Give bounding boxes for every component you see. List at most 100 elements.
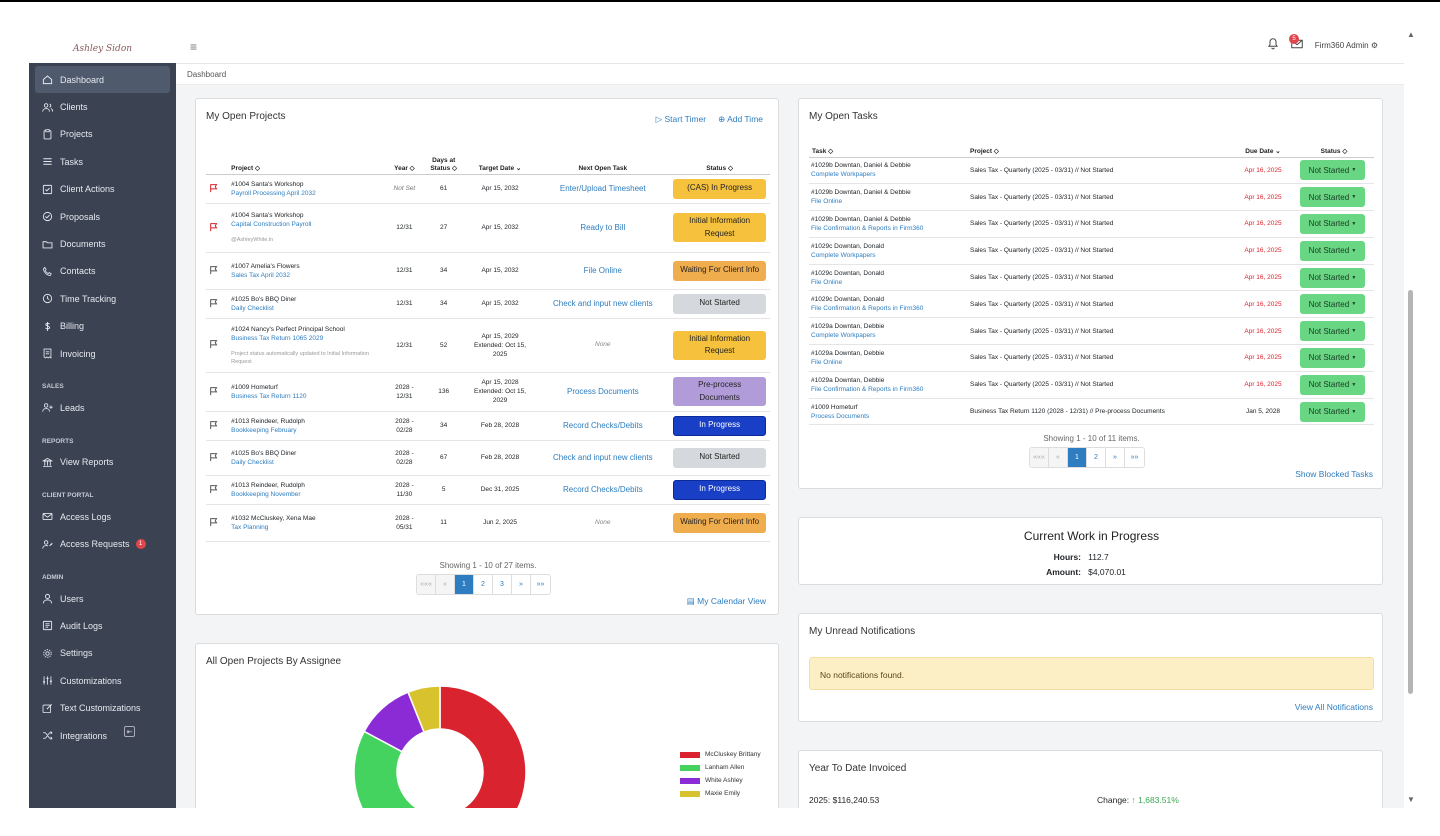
add-time-link[interactable]: ⊕ Add Time — [718, 114, 763, 125]
task-status-dropdown[interactable]: Not Started ▼ — [1300, 401, 1365, 422]
sidebar-item-tasks[interactable]: Tasks — [29, 148, 176, 175]
task-status-dropdown[interactable]: Not Started ▼ — [1300, 213, 1365, 234]
task-link[interactable]: File Online — [811, 358, 843, 366]
bell-icon[interactable] — [1267, 38, 1279, 52]
next-open-task[interactable]: Enter/Upload Timesheet — [536, 174, 670, 204]
flag-cell[interactable] — [206, 203, 229, 253]
start-timer-link[interactable]: ▷ Start Timer — [656, 114, 706, 125]
task-link[interactable]: File Confirmation & Reports in Firm360 — [811, 385, 924, 393]
page-scrollbar[interactable]: ▲ ▼ — [1404, 28, 1418, 808]
task-status-dropdown[interactable]: Not Started ▼ — [1300, 160, 1365, 181]
project-status-badge[interactable]: In Progress — [673, 415, 766, 436]
project-status-badge[interactable]: Initial Information Request — [673, 330, 766, 360]
col-status[interactable]: Status ◇ — [669, 141, 770, 175]
project-status-badge[interactable]: Waiting For Client Info — [673, 512, 766, 533]
next-open-task[interactable]: Record Checks/Debits — [536, 475, 670, 505]
project-link[interactable]: Payroll Processing April 2032 — [231, 189, 316, 197]
sidebar-item-projects[interactable]: Projects — [29, 121, 176, 148]
col-year[interactable]: Year ◇ — [385, 141, 424, 175]
task-link[interactable]: File Confirmation & Reports in Firm360 — [811, 224, 924, 232]
col-target-date[interactable]: Target Date ⌄ — [463, 141, 537, 175]
project-link[interactable]: Sales Tax April 2032 — [231, 271, 290, 279]
last-page-button[interactable]: »» — [1125, 448, 1144, 467]
col-due-date[interactable]: Due Date ⌄ — [1232, 141, 1294, 158]
project-status-badge[interactable]: Pre-process Documents — [673, 377, 766, 406]
first-page-button[interactable]: ««« — [1030, 448, 1049, 467]
page-2-button[interactable]: 2 — [1087, 448, 1106, 467]
last-page-button[interactable]: »» — [531, 575, 550, 594]
next-open-task[interactable]: Check and input new clients — [536, 440, 670, 476]
donut-slice-mccluskey-brittany[interactable] — [426, 685, 527, 814]
sidebar-item-time-tracking[interactable]: Time Tracking — [29, 285, 176, 312]
flag-cell[interactable] — [206, 289, 229, 319]
project-link[interactable]: Bookkeeping February — [231, 426, 297, 434]
sidebar-item-access-requests[interactable]: Access Requests 1 — [29, 530, 176, 557]
task-status-dropdown[interactable]: Not Started ▼ — [1300, 240, 1365, 261]
task-status-dropdown[interactable]: Not Started ▼ — [1300, 374, 1365, 395]
donut-slice-lanham-allen[interactable] — [353, 730, 435, 814]
project-link[interactable]: Capital Construction Payroll — [231, 221, 312, 228]
next-open-task[interactable]: File Online — [536, 252, 670, 290]
project-status-badge[interactable]: (CAS) In Progress — [673, 178, 766, 199]
first-page-button[interactable]: ««« — [417, 575, 436, 594]
flag-cell[interactable] — [206, 504, 229, 542]
sidebar-item-text-customizations[interactable]: Text Customizations — [29, 694, 176, 721]
col-task[interactable]: Task ◇ — [809, 141, 967, 158]
task-status-dropdown[interactable]: Not Started ▼ — [1300, 267, 1365, 288]
show-blocked-tasks-link[interactable]: Show Blocked Tasks — [1295, 469, 1373, 479]
task-status-dropdown[interactable]: Not Started ▼ — [1300, 347, 1365, 368]
col-status[interactable]: Status ◇ — [1294, 141, 1374, 158]
project-link[interactable]: Daily Checklist — [231, 458, 274, 466]
sidebar-item-settings[interactable]: Settings — [29, 640, 176, 667]
project-link[interactable]: Business Tax Return 1065 2029 — [231, 334, 324, 342]
col-project[interactable]: Project ◇ — [967, 141, 1232, 158]
sidebar-item-users[interactable]: Users — [29, 585, 176, 612]
sidebar-item-invoicing[interactable]: Invoicing — [29, 340, 176, 367]
page-2-button[interactable]: 2 — [474, 575, 493, 594]
task-link[interactable]: Complete Workpapers — [811, 332, 876, 340]
next-open-task[interactable]: Process Documents — [536, 372, 670, 412]
task-link[interactable]: Process Documents — [811, 412, 870, 420]
sidebar-item-customizations[interactable]: Customizations — [29, 667, 176, 694]
sidebar-item-billing[interactable]: Billing — [29, 313, 176, 340]
sidebar-item-contacts[interactable]: Contacts — [29, 258, 176, 285]
flag-cell[interactable] — [206, 440, 229, 476]
sidebar-item-documents[interactable]: Documents — [29, 230, 176, 257]
project-status-badge[interactable]: In Progress — [673, 479, 766, 500]
legend-item[interactable]: White Ashley — [680, 774, 761, 787]
sidebar-item-audit-logs[interactable]: Audit Logs — [29, 612, 176, 639]
task-link[interactable]: Complete Workpapers — [811, 251, 876, 259]
view-all-notifications-link[interactable]: View All Notifications — [1294, 702, 1373, 712]
task-status-dropdown[interactable]: Not Started ▼ — [1300, 294, 1365, 315]
sidebar-item-integrations[interactable]: Integrations — [29, 722, 176, 749]
flag-cell[interactable] — [206, 372, 229, 412]
project-link[interactable]: Daily Checklist — [231, 304, 274, 312]
task-link[interactable]: Complete Workpapers — [811, 171, 876, 179]
project-link[interactable]: Tax Planning — [231, 523, 269, 531]
flag-cell[interactable] — [206, 318, 229, 373]
menu-toggle-icon[interactable]: ≡ — [190, 40, 198, 54]
sidebar-item-dashboard[interactable]: Dashboard — [35, 66, 170, 94]
project-link[interactable]: Bookkeeping November — [231, 490, 301, 498]
next-open-task[interactable]: Record Checks/Debits — [536, 411, 670, 441]
legend-item[interactable]: Maxie Emily — [680, 787, 761, 800]
flag-cell[interactable] — [206, 252, 229, 290]
legend-item[interactable]: Lanham Allen — [680, 761, 761, 774]
task-status-dropdown[interactable]: Not Started ▼ — [1300, 321, 1365, 342]
collapse-sidebar-icon[interactable]: ⇤ — [124, 726, 135, 737]
project-status-badge[interactable]: Waiting For Client Info — [673, 260, 766, 281]
task-link[interactable]: File Online — [811, 278, 843, 286]
col-project[interactable]: Project ◇ — [228, 141, 386, 175]
flag-cell[interactable] — [206, 411, 229, 441]
project-link[interactable]: Business Tax Return 1120 — [231, 392, 307, 400]
sidebar-item-clients[interactable]: Clients — [29, 93, 176, 120]
sidebar-item-client-actions[interactable]: Client Actions — [29, 176, 176, 203]
prev-page-button[interactable]: « — [1049, 448, 1068, 467]
sidebar-item-access-logs[interactable]: Access Logs — [29, 503, 176, 530]
scroll-down-icon[interactable]: ▼ — [1407, 795, 1415, 804]
page-3-button[interactable]: 3 — [493, 575, 512, 594]
prev-page-button[interactable]: « — [436, 575, 455, 594]
sidebar-item-view-reports[interactable]: View Reports — [29, 449, 176, 476]
page-1-button[interactable]: 1 — [455, 575, 474, 594]
task-status-dropdown[interactable]: Not Started ▼ — [1300, 187, 1365, 208]
